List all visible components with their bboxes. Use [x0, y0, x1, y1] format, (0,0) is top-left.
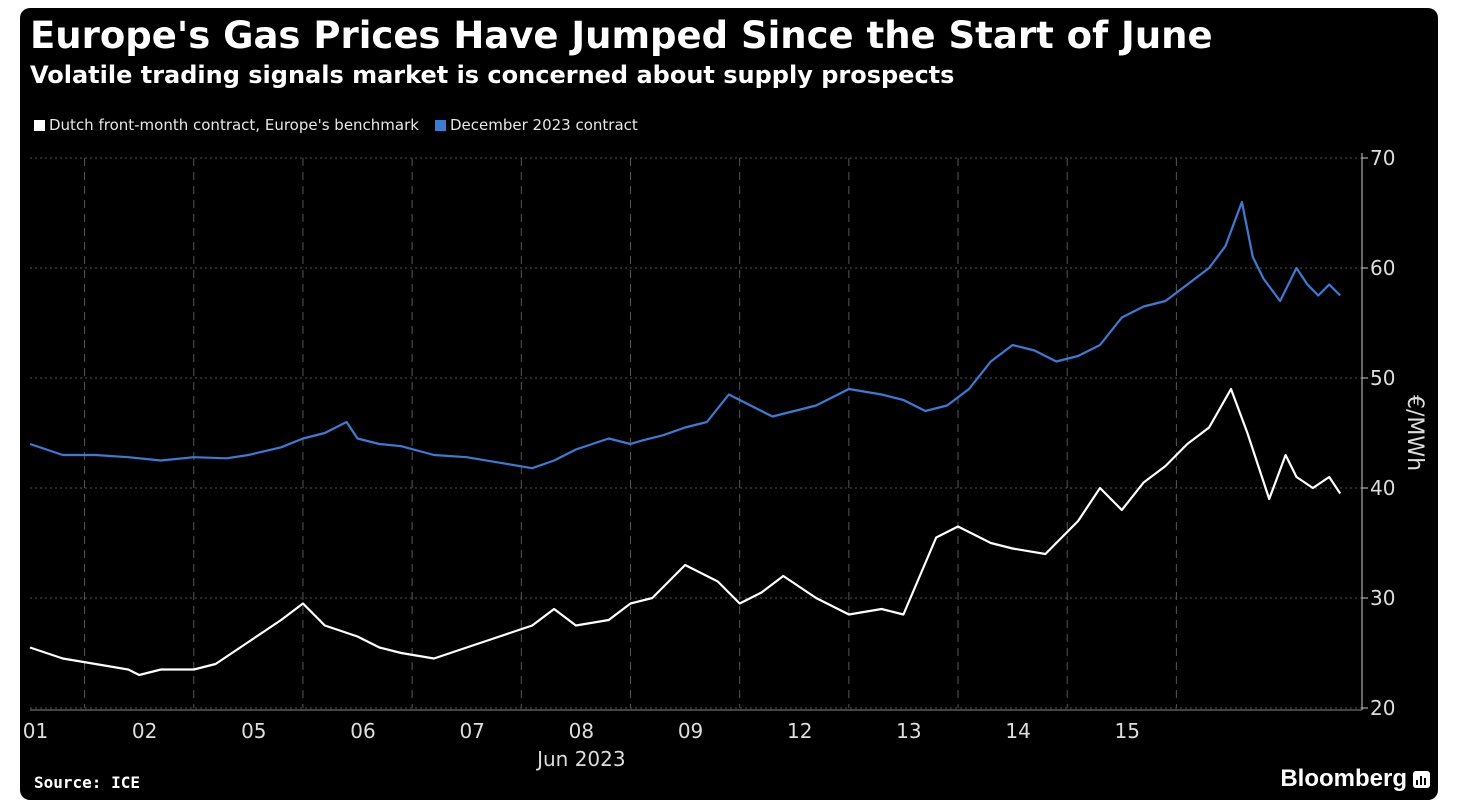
legend-label-dutch: Dutch front-month contract, Europe's ben…: [49, 116, 419, 134]
x-tick-label: 12: [787, 719, 812, 743]
x-tick-label: 05: [241, 719, 266, 743]
y-tick-label: 60: [1370, 256, 1395, 280]
line-chart: 20 30 40 50 60 70 €/MWh 01 02 05 06 07 08 09 12 13 14 15 J…: [23, 146, 1427, 771]
y-tick-label: 30: [1370, 586, 1395, 610]
series-line-december: [29, 200, 1341, 470]
legend-item-dutch: Dutch front-month contract, Europe's ben…: [34, 116, 419, 134]
x-tick-label: 09: [678, 719, 703, 743]
y-axis-title: €/MWh: [1402, 395, 1427, 471]
chart-subtitle: Volatile trading signals market is conce…: [30, 61, 955, 89]
legend-swatch-december: [434, 119, 446, 131]
x-tick-label: 06: [350, 719, 375, 743]
legend-label-december: December 2023 contract: [449, 116, 638, 134]
x-tick-label: 14: [1005, 719, 1030, 743]
brand-logo: Bloomberg: [1280, 765, 1430, 793]
legend-swatch-dutch: [34, 119, 45, 131]
x-axis-title: Jun 2023: [535, 747, 626, 771]
chart-legend: Dutch front-month contract, Europe's ben…: [34, 116, 638, 134]
brand-name: Bloomberg: [1280, 765, 1407, 792]
y-tick-label: 40: [1370, 476, 1395, 500]
x-tick-label: 01: [23, 719, 48, 743]
y-tick-label: 20: [1370, 696, 1395, 720]
x-tick-label: 02: [132, 719, 157, 743]
chart-title: Europe's Gas Prices Have Jumped Since th…: [30, 14, 1213, 57]
y-tick-label: 70: [1370, 146, 1395, 170]
x-tick-label: 07: [459, 719, 484, 743]
y-tick-label: 50: [1370, 366, 1395, 390]
x-tick-label: 13: [896, 719, 921, 743]
bloomberg-chart-icon: [1413, 770, 1430, 788]
source-note: Source: ICE: [34, 773, 140, 792]
series-line-dutch: [29, 387, 1342, 677]
legend-item-december: December 2023 contract: [434, 116, 638, 134]
chart-card: Europe's Gas Prices Have Jumped Since th…: [20, 8, 1438, 800]
x-tick-label: 15: [1115, 719, 1140, 743]
x-tick-label: 08: [569, 719, 594, 743]
